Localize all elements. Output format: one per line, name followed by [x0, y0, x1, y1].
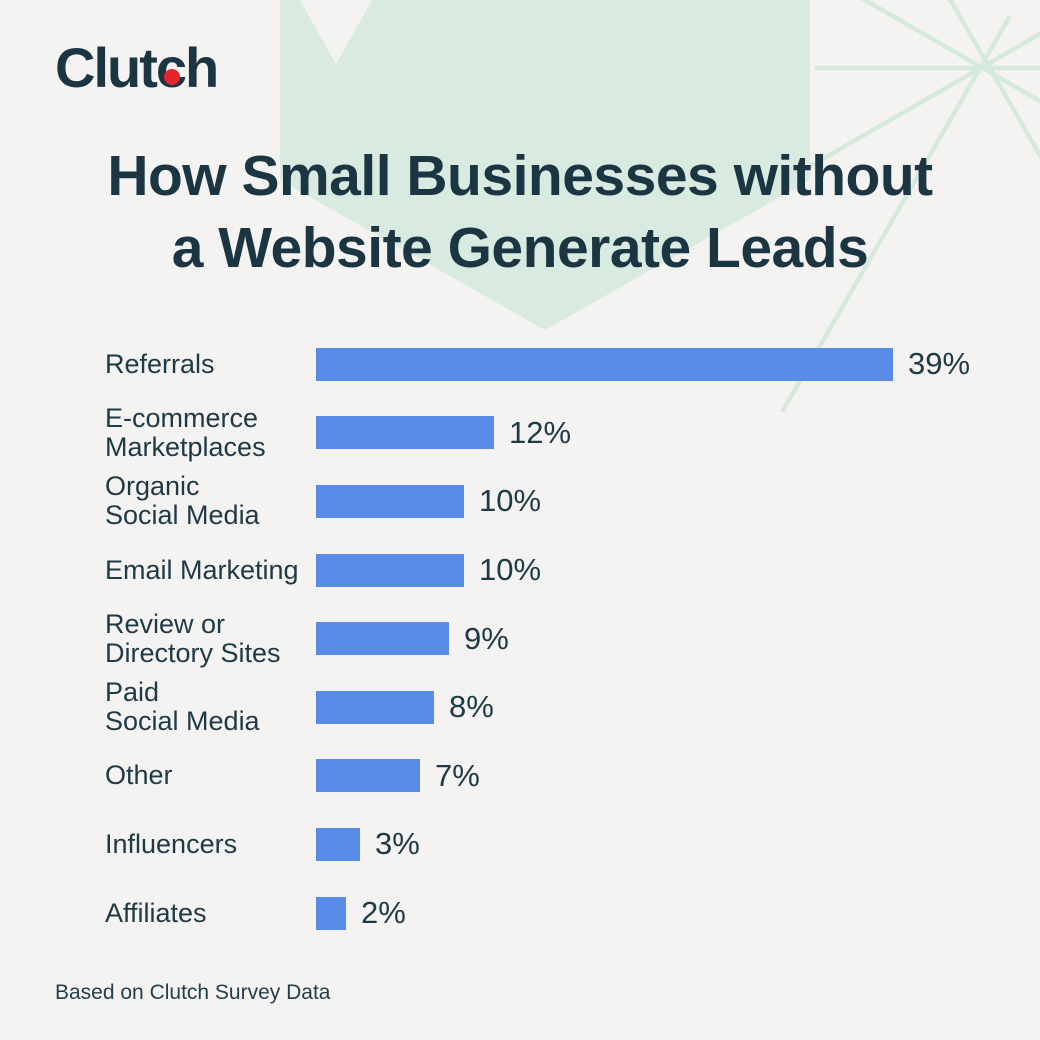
- logo-letter-c: c: [156, 40, 187, 96]
- value-label: 10%: [479, 483, 542, 519]
- logo-text-part3: h: [185, 36, 219, 99]
- category-label: Referrals: [105, 348, 215, 379]
- bar-chart: Referrals 39% E-commerce Marketplaces 12% Or…: [105, 330, 985, 947]
- value-label: 3%: [375, 826, 420, 862]
- value-bar: [316, 416, 494, 450]
- category-label: Influencers: [105, 828, 238, 859]
- value-bar: [316, 347, 893, 381]
- clutch-logo: Clutc h: [55, 40, 219, 96]
- category-label: Organic Social Media: [105, 471, 260, 531]
- logo-text-part2: c: [155, 36, 187, 99]
- value-label: 9%: [464, 620, 509, 656]
- category-label: Affiliates: [105, 897, 207, 928]
- triangle-outlines: [780, 0, 1040, 414]
- chart-row: Influencers 3%: [105, 810, 985, 879]
- value-bar: [316, 484, 464, 518]
- page-title-line1: How Small Businesses without: [107, 144, 933, 208]
- category-label: Review or Directory Sites: [105, 608, 281, 668]
- value-bar: [316, 759, 420, 793]
- chart-row: Referrals 39%: [105, 330, 985, 399]
- page-title-line2: a Website Generate Leads: [171, 216, 869, 280]
- chart-row: Affiliates 2%: [105, 879, 985, 948]
- value-bar: [316, 827, 360, 861]
- value-bar: [316, 690, 434, 724]
- chart-row: Organic Social Media 10%: [105, 467, 985, 536]
- value-label: 2%: [361, 895, 406, 931]
- chart-row: Review or Directory Sites 9%: [105, 604, 985, 673]
- chart-row: Other 7%: [105, 742, 985, 811]
- hexagon-shape: [280, 0, 810, 330]
- value-label: 12%: [509, 414, 572, 450]
- category-label: Paid Social Media: [105, 677, 260, 737]
- source-note: Based on Clutch Survey Data: [55, 981, 331, 1004]
- hexagon-notch: [300, 0, 372, 64]
- value-bar: [316, 896, 346, 930]
- page-title: How Small Businesses without a Website G…: [0, 140, 1040, 284]
- value-label: 8%: [449, 689, 494, 725]
- chart-row: Email Marketing 10%: [105, 536, 985, 605]
- chart-row: E-commerce Marketplaces 12%: [105, 399, 985, 468]
- logo-red-dot-icon: [163, 69, 180, 85]
- logo-text-part1: Clut: [55, 36, 158, 99]
- category-label: Email Marketing: [105, 554, 299, 585]
- value-label: 7%: [435, 757, 480, 793]
- value-bar: [316, 622, 449, 656]
- category-label: Other: [105, 760, 173, 791]
- chart-row: Paid Social Media 8%: [105, 673, 985, 742]
- value-label: 39%: [908, 346, 971, 382]
- value-bar: [316, 553, 464, 587]
- category-label: E-commerce Marketplaces: [105, 402, 266, 462]
- value-label: 10%: [479, 552, 542, 588]
